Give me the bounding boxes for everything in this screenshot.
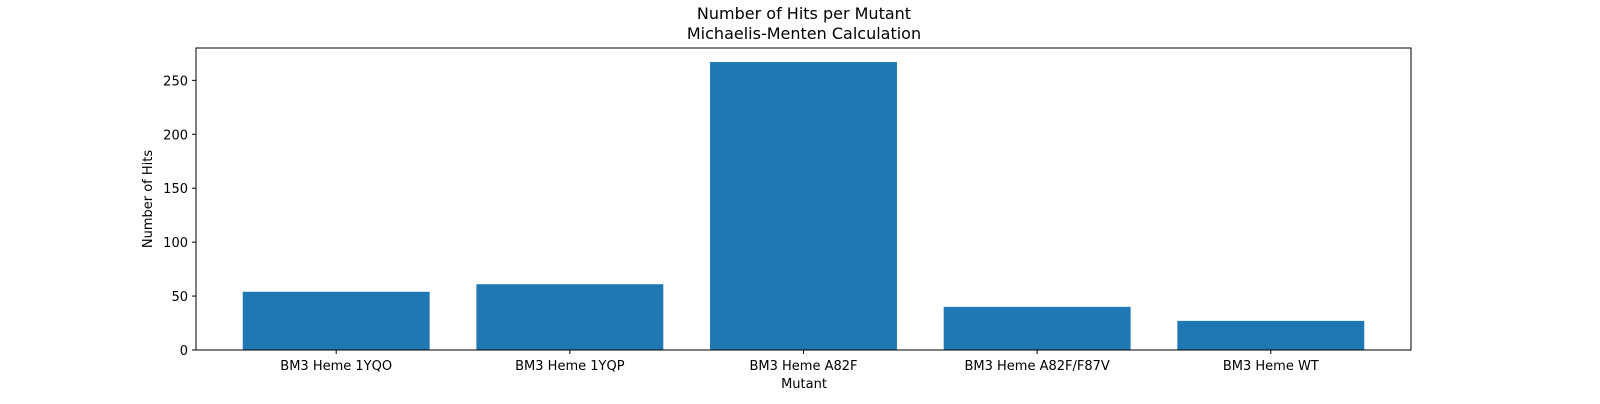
y-tick-label: 200 bbox=[163, 128, 188, 143]
x-tick-label: BM3 Heme A82F bbox=[749, 359, 857, 374]
bars-group bbox=[242, 62, 1365, 351]
x-tick-label: BM3 Heme 1YQO bbox=[280, 359, 392, 374]
x-axis-label: Mutant bbox=[781, 377, 827, 392]
y-axis-label: Number of Hits bbox=[141, 150, 156, 249]
x-axis-ticks: BM3 Heme 1YQO BM3 Heme 1YQP BM3 Heme A82F B… bbox=[280, 350, 1319, 374]
y-tick-label: 250 bbox=[163, 74, 188, 89]
y-tick-label: 100 bbox=[163, 236, 188, 251]
title-group: Number of Hits per Mutant Michaelis-Ment… bbox=[687, 4, 921, 43]
x-tick-label: BM3 Heme A82F/F87V bbox=[964, 359, 1109, 374]
y-tick-label: 0 bbox=[180, 344, 188, 359]
x-tick-label: BM3 Heme WT bbox=[1223, 359, 1319, 374]
bar-5 bbox=[1177, 320, 1365, 350]
bar-1 bbox=[242, 291, 430, 350]
x-tick-label: BM3 Heme 1YQP bbox=[515, 359, 625, 374]
bar-3 bbox=[710, 62, 897, 351]
bar-4 bbox=[943, 306, 1131, 350]
y-tick-label: 150 bbox=[163, 182, 188, 197]
y-tick-label: 50 bbox=[171, 290, 188, 305]
chart-title: Number of Hits per Mutant bbox=[697, 4, 911, 23]
y-axis-ticks: 0 50 100 150 200 250 bbox=[163, 74, 196, 359]
bar-2 bbox=[476, 284, 664, 350]
chart-subtitle: Michaelis-Menten Calculation bbox=[687, 24, 921, 43]
